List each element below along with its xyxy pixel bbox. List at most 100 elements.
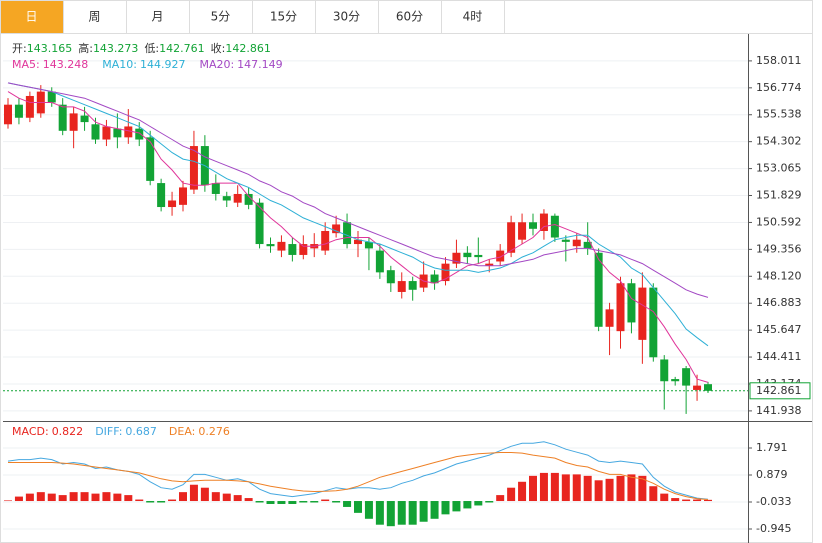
- macd-bar: [157, 501, 166, 503]
- y-tick-label: -0.033: [756, 495, 791, 508]
- macd-bar: [605, 478, 614, 502]
- macd-bar: [80, 492, 89, 502]
- y-tick-label: 153.065: [756, 162, 802, 175]
- tab-bg[interactable]: [63, 0, 127, 34]
- tab-label[interactable]: 5分: [211, 10, 231, 24]
- tab[interactable]: 15分: [252, 0, 316, 34]
- macd-bar: [649, 486, 658, 502]
- macd-bar: [594, 480, 603, 502]
- candle-body: [496, 250, 505, 262]
- candle-body: [4, 104, 12, 125]
- macd-bar: [135, 499, 144, 502]
- tab-label[interactable]: 4时: [463, 10, 483, 24]
- macd-bar: [146, 501, 155, 503]
- candle-body: [222, 196, 231, 201]
- candle-body: [135, 128, 144, 140]
- tab-label[interactable]: 周: [88, 10, 100, 24]
- candle-body: [441, 263, 450, 282]
- tab-label[interactable]: 日: [25, 10, 37, 24]
- y-tick-label: 148.120: [756, 269, 802, 282]
- tab[interactable]: 月: [126, 0, 190, 34]
- ohlc-value: 142.761: [159, 42, 205, 55]
- candle-body: [168, 200, 177, 208]
- candle-body: [430, 274, 439, 284]
- y-tick-label: 144.411: [756, 350, 802, 363]
- macd-bar: [397, 501, 406, 525]
- indicator-line: [8, 452, 709, 500]
- tab-label[interactable]: 月: [151, 10, 163, 24]
- y-tick-label: 141.938: [756, 404, 802, 417]
- macd-bar: [572, 474, 581, 502]
- y-tick-label: 158.011: [756, 54, 802, 67]
- candle-body: [660, 359, 669, 382]
- macd-bar: [474, 501, 483, 506]
- tab-bg[interactable]: [441, 0, 505, 34]
- candle-body: [616, 283, 625, 332]
- macd-bar: [102, 492, 111, 502]
- macd-bar: [616, 475, 625, 502]
- legend: MACD: 0.822 DIFF: 0.687 DEA: 0.276: [12, 425, 230, 438]
- macd-bar: [277, 501, 286, 504]
- candle-body: [244, 193, 253, 205]
- macd-bar: [14, 496, 23, 502]
- tab[interactable]: 日: [0, 0, 64, 34]
- y-tick-label: 1.791: [756, 441, 788, 454]
- candle-body: [649, 287, 658, 358]
- macd-bar: [189, 484, 198, 502]
- candle-body: [397, 281, 406, 292]
- candle-body: [332, 224, 341, 234]
- candle-body: [124, 126, 133, 138]
- macd-bar: [375, 501, 384, 525]
- candle-body: [211, 183, 220, 194]
- macd-bar: [233, 495, 242, 502]
- candle-body: [364, 241, 373, 249]
- macd-bar: [354, 501, 362, 513]
- macd-bar: [200, 487, 209, 502]
- y-tick-label: 0.879: [756, 468, 788, 481]
- tab[interactable]: 4时: [441, 0, 505, 34]
- ma-name: MA5:: [12, 58, 40, 71]
- candle-body: [102, 126, 111, 140]
- macd-bar: [69, 492, 78, 502]
- tab-label[interactable]: 60分: [396, 10, 423, 24]
- ohlc-value: 143.165: [27, 42, 73, 55]
- candle-body: [529, 222, 537, 229]
- macd-bar: [518, 481, 527, 502]
- candle-body: [550, 215, 559, 238]
- macd-bar: [529, 475, 537, 502]
- tab-bg[interactable]: [189, 0, 253, 34]
- tab-bg[interactable]: [252, 0, 316, 34]
- macd-bar: [419, 501, 428, 522]
- candle-body: [539, 213, 548, 231]
- macd-bar: [47, 493, 56, 502]
- candle-body: [638, 287, 647, 340]
- candle-body: [463, 252, 472, 258]
- tab-bg[interactable]: [0, 0, 64, 34]
- macd-bar: [36, 492, 45, 502]
- candle-body: [386, 270, 395, 284]
- ohlc-label: 低:: [144, 42, 159, 55]
- tab-bg[interactable]: [315, 0, 379, 34]
- candle-body: [25, 95, 34, 118]
- macd-bar: [364, 501, 373, 519]
- tab[interactable]: 60分: [378, 0, 442, 34]
- macd-bar: [386, 501, 395, 527]
- tab[interactable]: 30分: [315, 0, 379, 34]
- indicator-line: [7, 82, 709, 298]
- macd-bar: [266, 501, 275, 504]
- macd-bar: [627, 474, 636, 502]
- ma-value: 144.927: [140, 58, 186, 71]
- candle-body: [572, 239, 581, 247]
- tab-label[interactable]: 15分: [270, 10, 297, 24]
- macd-bar: [343, 501, 352, 507]
- macd-value: 0.276: [198, 425, 230, 438]
- candle-body: [146, 137, 155, 181]
- macd-bar: [704, 499, 712, 502]
- candle-body: [179, 187, 187, 205]
- tab[interactable]: 5分: [189, 0, 253, 34]
- tab-label[interactable]: 30分: [333, 10, 360, 24]
- candle-body: [605, 309, 614, 327]
- tab-bg[interactable]: [126, 0, 190, 34]
- tab[interactable]: 周: [63, 0, 127, 34]
